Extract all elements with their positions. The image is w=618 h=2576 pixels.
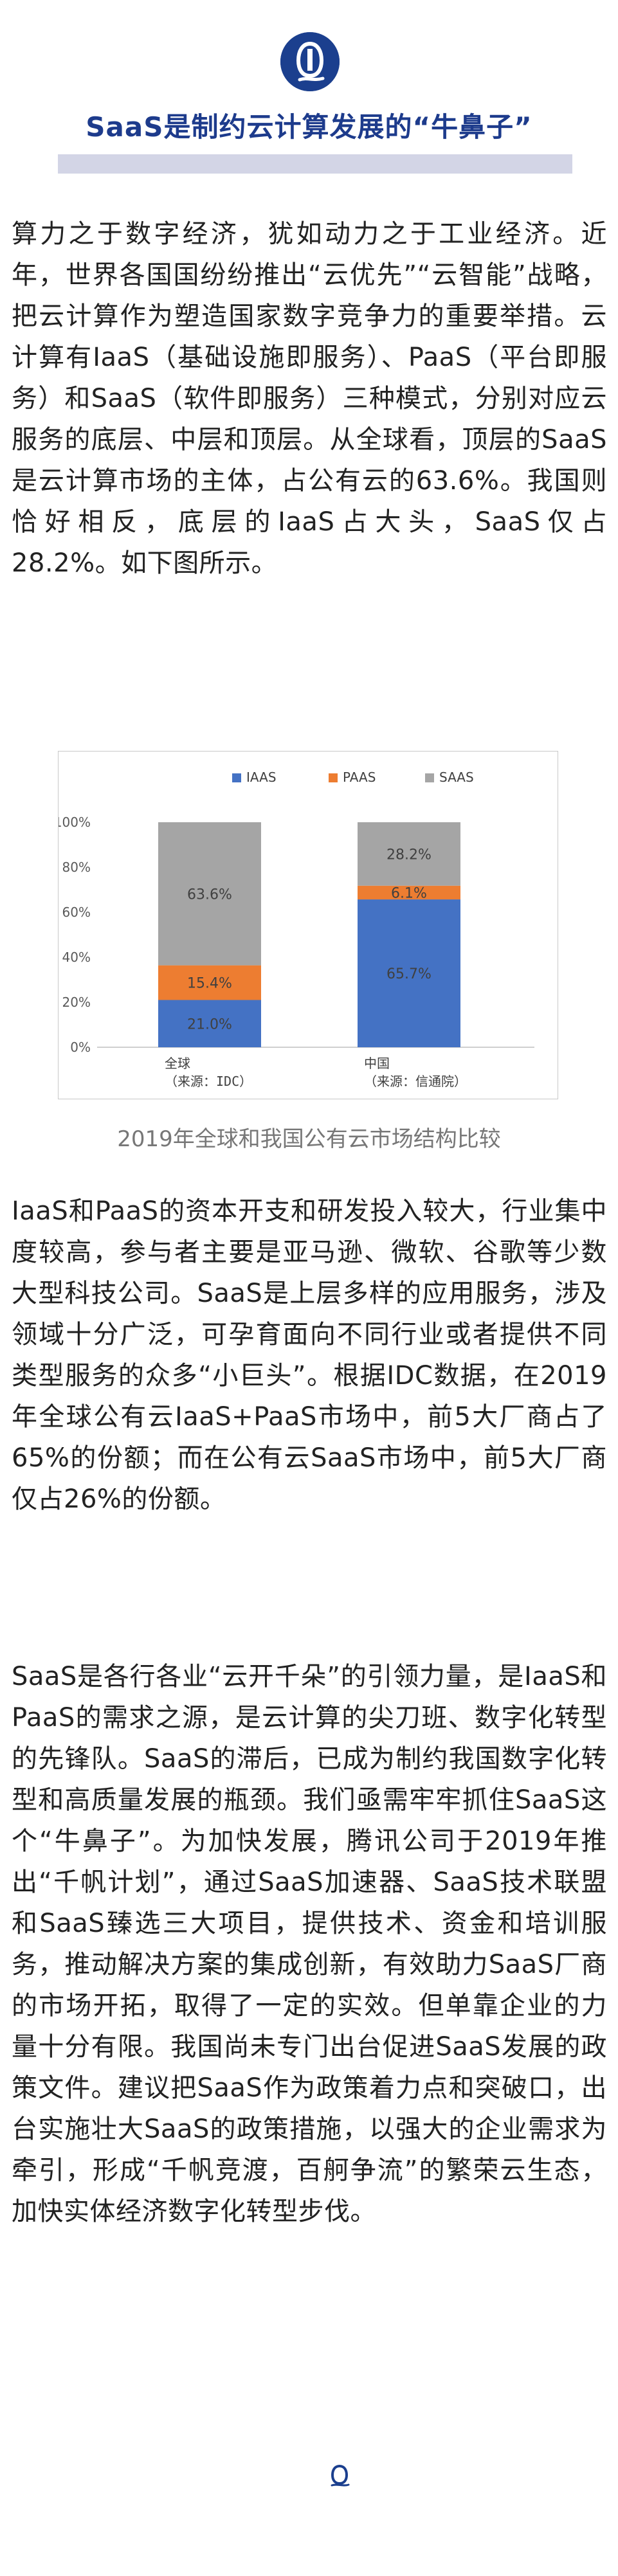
y-tick-label: 40% [62,950,91,965]
brand-logo-icon [280,32,340,91]
title-underline-bar [58,154,572,174]
legend-swatch [425,773,434,782]
data-label: 15.4% [187,976,232,992]
bar-segment [158,965,261,1000]
brand-end-mark-icon [327,2462,352,2488]
data-label: 63.6% [187,887,232,903]
y-tick-label: 100% [59,815,91,830]
bar-segment [358,899,460,1047]
legend-label: IAAS [246,770,277,785]
paragraph-1: 算力之于数字经济，犹如动力之于工业经济。近年，世界各国国纷纷推出“云优先”“云智… [12,219,607,578]
chart-caption: 2019年全球和我国公有云市场结构比较 [117,1126,501,1152]
paragraph-3: SaaS是各行各业“云开千朵”的引领力量，是IaaS和PaaS的需求之源，是云计… [12,1662,607,2226]
y-tick-label: 60% [62,905,91,920]
legend-label: SAAS [439,770,474,785]
legend-label: PAAS [343,770,376,785]
bar-segment [358,822,460,886]
x-category-sublabel: （来源：信通院） [364,1074,467,1089]
bar-segment [158,1000,261,1047]
market-structure-chart: 0% 20% 40% 60% 80% 100% IAAS PAAS SAAS 21.0% 15.4%… [54,751,558,1099]
data-label: 6.1% [391,885,427,901]
legend-swatch [232,773,241,782]
bar-segment [358,885,460,900]
y-tick-label: 0% [70,1040,91,1055]
data-label: 65.7% [386,966,432,982]
x-category-sublabel: （来源：IDC） [165,1074,252,1089]
x-category-label: 中国 [364,1056,390,1071]
bar-segment [158,822,261,966]
chart-svg: 0% 20% 40% 60% 80% 100% IAAS PAAS SAAS 21.0% 15.4%… [54,770,534,1089]
paragraph-2: IaaS和PaaS的资本开支和研发投入较大，行业集中度较高，参与者主要是亚马逊、… [12,1196,607,1514]
legend-swatch [329,773,338,782]
data-label: 28.2% [386,847,432,863]
y-tick-label: 80% [62,860,91,875]
article-title: SaaS是制约云计算发展的“牛鼻子” [86,111,532,143]
data-label: 21.0% [187,1016,232,1032]
y-tick-label: 20% [62,995,91,1010]
x-category-label: 全球 [165,1056,190,1071]
